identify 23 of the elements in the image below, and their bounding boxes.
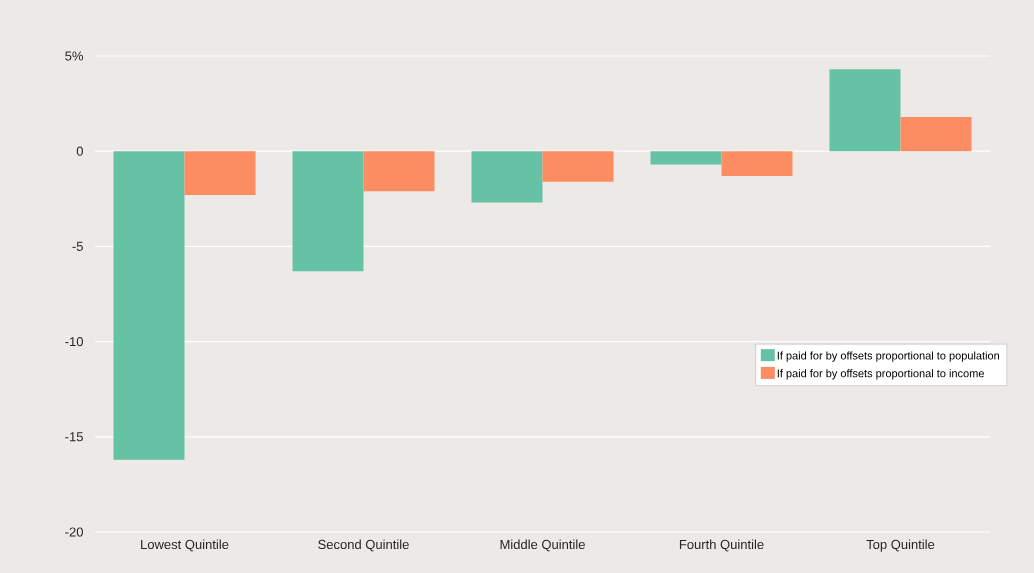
bar [292, 151, 364, 272]
y-tick-label: -20 [65, 527, 83, 537]
bar [721, 151, 793, 176]
bar [650, 151, 722, 165]
bar [184, 151, 256, 195]
bar [900, 116, 972, 152]
y-tick-label: -10 [65, 336, 83, 347]
x-tick-label: Middle Quintile [500, 539, 585, 552]
x-tick-label: Fourth Quintile [679, 539, 764, 552]
bar [829, 69, 901, 152]
bar [471, 151, 543, 203]
y-tick-label: 5% [65, 51, 84, 61]
x-tick-label: Lowest Quintile [141, 539, 229, 552]
bar [113, 151, 185, 460]
legend-label: If paid for by offsets proportional to population [777, 351, 1000, 362]
legend-label: If paid for by offsets proportional to income [777, 369, 984, 380]
x-tick-label: Top Quintile [866, 539, 935, 552]
y-tick-label: -15 [65, 432, 83, 442]
x-tick-label: Second Quintile [318, 539, 409, 552]
y-tick-label: 0 [76, 146, 83, 156]
bar [363, 151, 435, 192]
y-tick-label: -5 [72, 241, 83, 251]
bar [542, 151, 614, 182]
